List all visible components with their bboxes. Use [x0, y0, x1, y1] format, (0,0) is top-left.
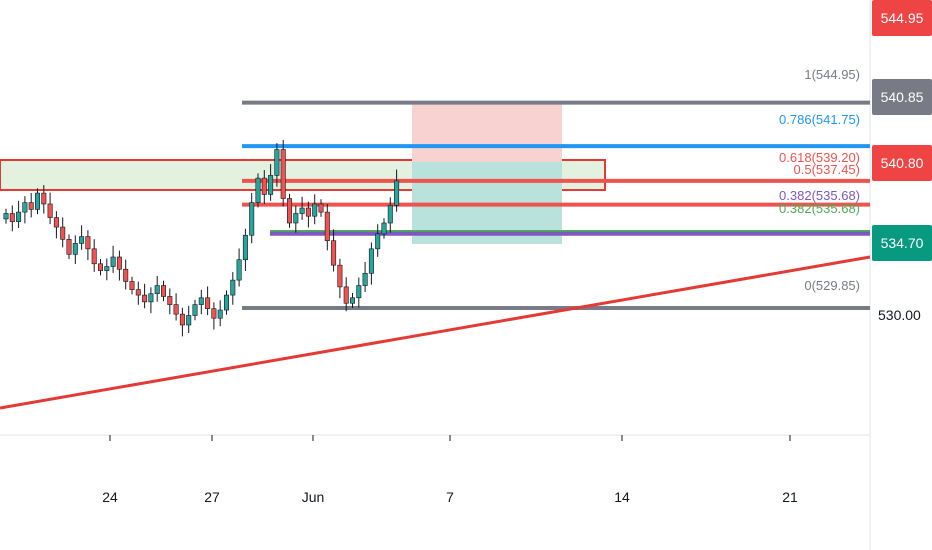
- x-tick-label: 14: [614, 489, 630, 505]
- candle-body: [293, 213, 299, 224]
- price-axis[interactable]: 530.00: [878, 307, 921, 323]
- candle-body: [104, 266, 110, 271]
- candle-body: [179, 313, 185, 326]
- fib-levels[interactable]: [242, 100, 870, 310]
- candle-body: [249, 202, 255, 236]
- candle-body: [148, 293, 154, 303]
- candle-body: [236, 259, 242, 281]
- candle-body: [110, 256, 116, 267]
- price-tag-label: 534.70: [881, 235, 924, 251]
- price-tags: 544.95 540.85 540.80 534.70: [872, 0, 932, 261]
- x-tick-label: 21: [782, 489, 798, 505]
- candle-body: [205, 297, 211, 309]
- candle-body: [22, 202, 28, 213]
- fib-label: 0(529.85): [804, 278, 860, 293]
- fib-label: 0.382(535.68): [779, 188, 860, 203]
- candle-body: [331, 240, 337, 266]
- candle-body: [280, 149, 286, 199]
- candle-body: [41, 192, 47, 205]
- candle-body: [28, 202, 34, 210]
- price-tag-label: 544.95: [881, 10, 924, 26]
- candle-body: [186, 315, 192, 326]
- candle-body: [47, 203, 53, 218]
- candle-body: [337, 264, 343, 288]
- candle-body: [394, 180, 400, 206]
- candle-body: [349, 297, 355, 304]
- candle-body: [91, 248, 97, 265]
- candle-body: [135, 289, 141, 296]
- candle-body: [129, 281, 135, 290]
- candle-body: [60, 226, 66, 240]
- candle-body: [268, 175, 274, 195]
- fib-level-labels: 1(544.95) 0.786(541.75) 0.618(539.20)0.5(5…: [779, 67, 860, 293]
- candle-body: [9, 213, 15, 222]
- candle-body: [192, 304, 198, 316]
- candle-body: [98, 263, 104, 271]
- candle-body: [261, 177, 267, 195]
- candlestick-series: [3, 139, 400, 337]
- price-tag-label: 540.80: [881, 155, 924, 171]
- price-tag-label: 540.85: [881, 89, 924, 105]
- price-tag: [872, 145, 932, 181]
- candle-body: [312, 203, 318, 217]
- candle-body: [167, 296, 173, 305]
- candle-body: [173, 304, 179, 315]
- candle-body: [116, 256, 122, 270]
- candle-body: [198, 297, 204, 305]
- fib-label: 0.786(541.75): [779, 112, 860, 127]
- candle-body: [368, 248, 374, 274]
- time-axis[interactable]: 24 27 Jun 7 14 21: [102, 435, 798, 505]
- price-tag: [872, 225, 932, 261]
- candle-body: [85, 236, 91, 250]
- candle-body: [72, 243, 78, 255]
- x-tick-label: 24: [102, 489, 118, 505]
- x-tick-label: 27: [204, 489, 220, 505]
- candle-body: [3, 213, 9, 220]
- x-tick-label: 7: [446, 489, 454, 505]
- candle-body: [142, 294, 148, 303]
- price-tag: [872, 79, 932, 115]
- candle-body: [318, 203, 324, 213]
- candle-body: [161, 285, 167, 297]
- candle-body: [299, 207, 305, 214]
- candle-body: [224, 294, 230, 311]
- fib-label: 0.5(537.45): [794, 162, 861, 177]
- candle-body: [305, 207, 311, 217]
- candle-body: [274, 149, 280, 176]
- candle-body: [53, 217, 59, 228]
- candle-body: [230, 279, 236, 296]
- fib-label: 0.382(535.68): [779, 201, 860, 216]
- candle-body: [217, 309, 223, 319]
- stop-loss-zone[interactable]: [412, 103, 562, 162]
- candle-body: [375, 233, 381, 250]
- price-axis-label: 530.00: [878, 307, 921, 323]
- fib-label: 1(544.95): [804, 67, 860, 82]
- candle-body: [362, 273, 368, 286]
- fib-label: 0.618(539.20): [779, 150, 860, 165]
- candle-body: [356, 285, 362, 299]
- candle-body: [66, 239, 72, 255]
- candle-body: [154, 285, 160, 295]
- price-tag: [872, 0, 932, 36]
- candle-body: [79, 236, 85, 244]
- x-tick-label: Jun: [302, 489, 325, 505]
- candle-body: [242, 234, 248, 261]
- candle-body: [343, 286, 349, 304]
- candle-body: [16, 211, 22, 222]
- candle-body: [381, 222, 387, 235]
- candle-body: [324, 211, 330, 241]
- candle-body: [34, 192, 40, 210]
- candle-body: [286, 198, 292, 224]
- candle-body: [387, 205, 393, 224]
- candle-body: [255, 177, 261, 203]
- ascending-trendline[interactable]: [0, 255, 871, 410]
- candle-body: [123, 268, 129, 282]
- candle-body: [211, 308, 217, 319]
